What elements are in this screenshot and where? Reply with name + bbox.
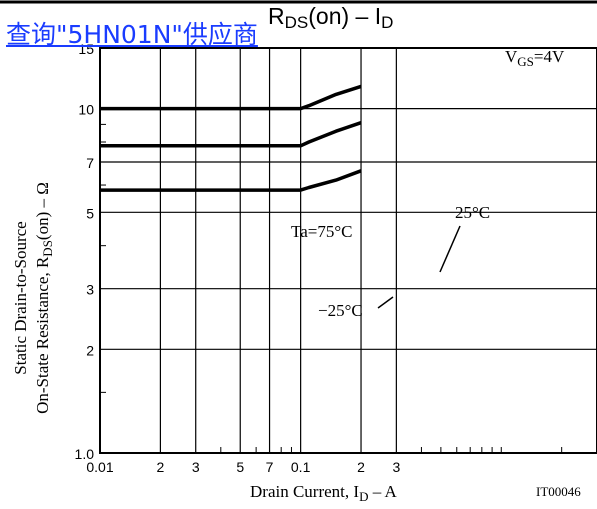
svg-text:Static Drain-to-Source: Static Drain-to-Source [11, 221, 30, 374]
grid-lines [99, 47, 597, 454]
series-line-1 [100, 121, 362, 148]
series-line-2 [100, 169, 362, 192]
tick-labels: 1.0 2 3 5 7 10 15 0.01 2 3 5 7 0.1 2 3 [75, 41, 401, 475]
y-tick-label: 3 [86, 282, 94, 298]
annotation-ta75: Ta=75°C [291, 222, 352, 241]
x-axis-label: Drain Current, ID – A [250, 482, 398, 504]
chart-title: RDS(on) – ID [268, 3, 393, 32]
annotation-25c: 25°C [455, 203, 490, 222]
annotation-leader-minus25c [377, 296, 394, 309]
plot-frame [99, 47, 597, 454]
annotation-leader-25c [439, 225, 461, 273]
y-tick-label: 1.0 [75, 446, 95, 462]
y-tick-label: 10 [78, 102, 94, 118]
y-tick-label: 7 [86, 155, 94, 171]
svg-text:On-State Resistance, RDS(on): On-State Resistance, RDS(on) – Ω [33, 182, 55, 414]
x-tick-label: 3 [192, 459, 200, 475]
figure-code: IT00046 [536, 484, 581, 499]
y-tick-label: 2 [86, 342, 94, 358]
x-tick-label: 3 [392, 459, 400, 475]
annotation-minus25c: −25°C [318, 301, 363, 320]
x-tick-label: 0.01 [86, 459, 113, 475]
x-tick-label: 0.1 [291, 459, 311, 475]
condition-label: VGS=4V [505, 47, 565, 69]
x-tick-label: 5 [236, 459, 244, 475]
y-axis-label: Static Drain-to-Source On-State Resistan… [11, 182, 55, 414]
y-tick-label: 5 [86, 205, 94, 221]
y-tick-label: 15 [78, 41, 94, 57]
x-tick-label: 2 [156, 459, 164, 475]
x-tick-label: 2 [357, 459, 365, 475]
supplier-query-link[interactable]: 查询"5HN01N"供应商 [6, 20, 258, 49]
series-line-0 [100, 84, 362, 111]
series-lines [100, 84, 362, 192]
x-tick-label: 7 [266, 459, 274, 475]
